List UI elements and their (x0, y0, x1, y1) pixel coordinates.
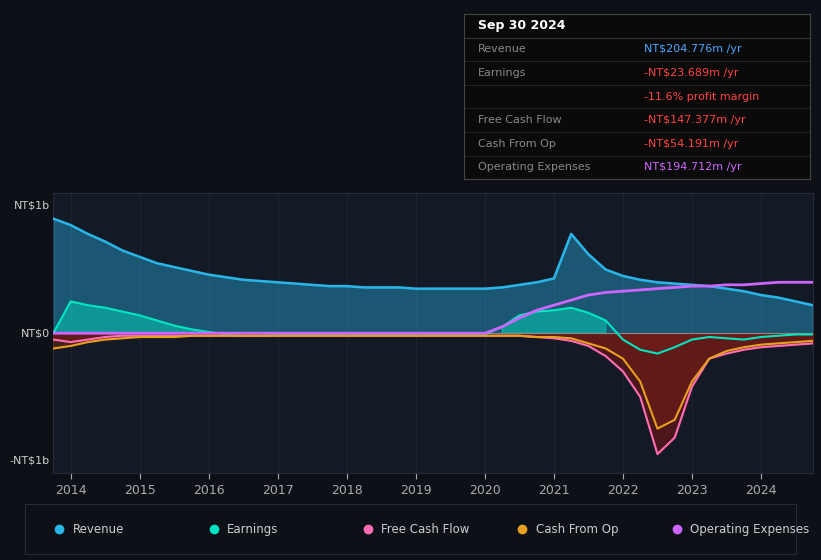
Text: -NT$147.377m /yr: -NT$147.377m /yr (644, 115, 745, 125)
Text: NT$1b: NT$1b (13, 201, 49, 211)
Text: -11.6% profit margin: -11.6% profit margin (644, 92, 759, 101)
Text: -NT$1b: -NT$1b (10, 455, 49, 465)
Text: Earnings: Earnings (478, 68, 526, 78)
Text: -NT$54.191m /yr: -NT$54.191m /yr (644, 139, 738, 149)
Text: Operating Expenses: Operating Expenses (478, 162, 590, 172)
Text: Earnings: Earnings (227, 522, 278, 536)
Text: NT$0: NT$0 (21, 328, 49, 338)
Text: NT$204.776m /yr: NT$204.776m /yr (644, 44, 741, 54)
Text: Free Cash Flow: Free Cash Flow (381, 522, 470, 536)
Text: NT$194.712m /yr: NT$194.712m /yr (644, 162, 741, 172)
Text: Free Cash Flow: Free Cash Flow (478, 115, 562, 125)
Text: Revenue: Revenue (72, 522, 124, 536)
Text: Sep 30 2024: Sep 30 2024 (478, 19, 565, 32)
Text: Cash From Op: Cash From Op (478, 139, 556, 149)
Text: -NT$23.689m /yr: -NT$23.689m /yr (644, 68, 739, 78)
Text: Operating Expenses: Operating Expenses (690, 522, 810, 536)
Text: Cash From Op: Cash From Op (535, 522, 618, 536)
Text: Revenue: Revenue (478, 44, 526, 54)
